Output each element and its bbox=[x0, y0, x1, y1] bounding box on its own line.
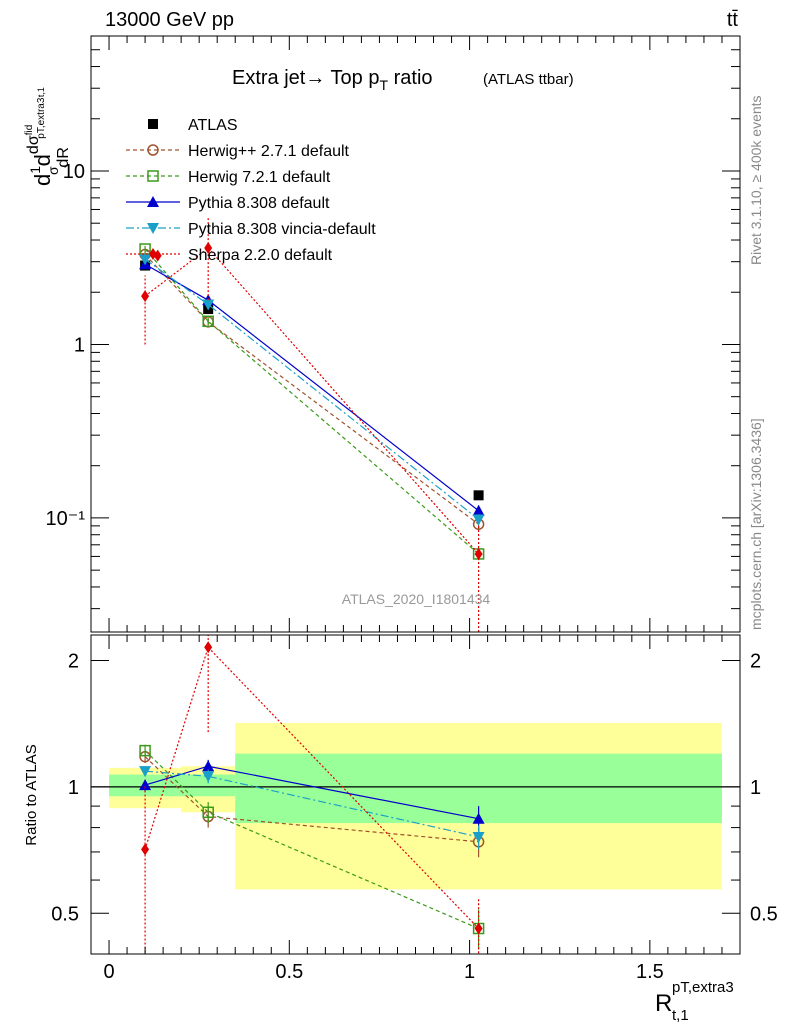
x-tick-label: 1 bbox=[464, 961, 475, 983]
legend-entry-sherpa-2-2-0-default: Sherpa 2.2.0 default bbox=[126, 247, 333, 264]
x-axis-label-base: R bbox=[655, 990, 672, 1017]
legend-entry-atlas: ATLAS bbox=[148, 117, 238, 134]
uncertainty-band-inner bbox=[181, 774, 236, 797]
data-point bbox=[472, 812, 485, 824]
plot-title: Extra jet→ Top pT ratio bbox=[232, 67, 433, 93]
data-point bbox=[139, 779, 152, 791]
legend-marker bbox=[148, 119, 158, 129]
data-point bbox=[474, 922, 483, 935]
legend-label: Pythia 8.308 vincia-default bbox=[188, 221, 376, 238]
mcplots-reference-label: mcplots.cern.ch [arXiv:1306.3436] bbox=[748, 418, 764, 630]
legend-entry-herwig-7-2-1-default: Herwig 7.2.1 default bbox=[126, 169, 331, 186]
ratio-y-tick-label-right: 1 bbox=[750, 777, 761, 799]
legend: ATLAS Herwig++ 2.7.1 default Herwig 7.2.1 … bbox=[126, 117, 376, 264]
data-point bbox=[202, 315, 214, 328]
ratio-y-tick-label: 1 bbox=[68, 777, 79, 799]
ratio-y-tick-label: 0.5 bbox=[51, 903, 79, 925]
legend-label: Pythia 8.308 default bbox=[188, 195, 330, 212]
x-tick-label: 1.5 bbox=[636, 961, 664, 983]
data-point bbox=[139, 766, 152, 778]
ratio-y-tick-label-right: 0.5 bbox=[750, 903, 778, 925]
legend-entry-herwig-2-7-1-default: Herwig++ 2.7.1 default bbox=[126, 143, 350, 160]
series-pythia-8-308-vincia-default bbox=[139, 766, 485, 850]
ratio-panel-data bbox=[91, 635, 740, 954]
rivet-version-label: Rivet 3.1.10, ≥ 400k events bbox=[748, 95, 764, 265]
ratio-y-tick-label: 2 bbox=[68, 650, 79, 672]
data-point bbox=[472, 504, 485, 516]
y-tick-label: 1 bbox=[74, 334, 85, 356]
data-point bbox=[202, 760, 215, 772]
legend-label: ATLAS bbox=[188, 117, 238, 134]
analysis-watermark: ATLAS_2020_I1801434 bbox=[342, 591, 491, 607]
legend-marker bbox=[147, 144, 159, 156]
y-tick-label: 10 bbox=[63, 161, 85, 183]
header-process: 13000 GeV pp bbox=[105, 9, 234, 31]
x-axis-label: R pT,extra3 t,1 bbox=[655, 979, 734, 1024]
data-point bbox=[204, 241, 213, 254]
legend-entry-pythia-8-308-vincia-default: Pythia 8.308 vincia-default bbox=[126, 221, 376, 238]
data-point bbox=[141, 843, 150, 856]
legend-marker bbox=[147, 196, 159, 207]
x-tick-label: 0.5 bbox=[275, 961, 303, 983]
series-herwig-7-2-1-default bbox=[139, 243, 485, 561]
data-point bbox=[473, 490, 484, 501]
series-line bbox=[144, 750, 479, 930]
x-axis-label-subscript: t,1 bbox=[672, 1007, 689, 1024]
plot-subtitle: (ATLAS ttbar) bbox=[483, 71, 574, 88]
data-point bbox=[139, 243, 151, 255]
x-tick-label: 0 bbox=[103, 961, 114, 983]
data-point bbox=[141, 290, 150, 303]
data-point bbox=[472, 831, 485, 843]
series-line bbox=[144, 248, 479, 555]
data-point bbox=[202, 299, 215, 311]
ratio-y-axis-label: Ratio to ATLAS bbox=[23, 744, 40, 845]
series-sherpa-2-2-0-default bbox=[141, 217, 483, 632]
main-panel-axes: 10⁻¹ 1 10 bbox=[46, 35, 740, 632]
data-point bbox=[474, 547, 483, 560]
data-point bbox=[204, 641, 213, 654]
series-herwig-2-7-1-default bbox=[139, 248, 485, 530]
legend-marker bbox=[147, 223, 159, 234]
header-final-state: tt̄ bbox=[727, 9, 739, 31]
main-panel-data bbox=[139, 217, 485, 632]
ratio-panel-axes: 0.5 0.5 1 1 2 2 0 0.5 1 1.5 bbox=[51, 635, 778, 983]
legend-label: Sherpa 2.2.0 default bbox=[188, 247, 333, 264]
data-point bbox=[139, 254, 152, 266]
series-pythia-8-308-default bbox=[139, 759, 485, 833]
legend-label: Herwig 7.2.1 default bbox=[188, 169, 331, 186]
data-point bbox=[202, 771, 215, 783]
y-tick-label: 10⁻¹ bbox=[46, 508, 86, 530]
ratio-y-tick-label-right: 2 bbox=[750, 650, 761, 672]
series-line bbox=[144, 254, 479, 525]
data-point bbox=[139, 744, 151, 757]
series-sherpa-2-2-0-default bbox=[141, 635, 483, 954]
data-point bbox=[202, 806, 214, 819]
data-point bbox=[472, 514, 485, 526]
series-pythia-8-308-vincia-default bbox=[139, 254, 485, 526]
legend-label: Herwig++ 2.7.1 default bbox=[188, 143, 350, 160]
series-line bbox=[144, 258, 479, 520]
legend-entry-pythia-8-308-default: Pythia 8.308 default bbox=[126, 195, 330, 212]
x-axis-label-superscript: pT,extra3 bbox=[672, 979, 734, 996]
legend-marker bbox=[147, 170, 159, 182]
series-line bbox=[144, 247, 480, 555]
legend-marker bbox=[149, 248, 157, 260]
series-line bbox=[145, 770, 479, 838]
